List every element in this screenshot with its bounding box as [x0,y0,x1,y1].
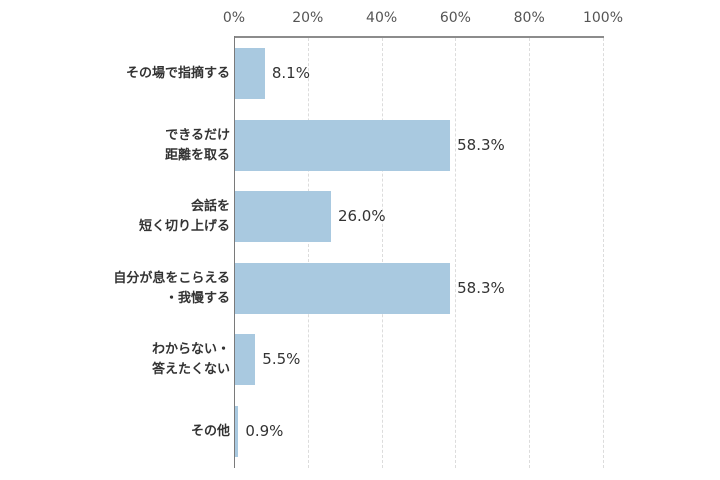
category-label: その場で指摘する [125,65,230,81]
bar [235,406,239,457]
x-tick-label: 40% [366,10,398,26]
x-tick-label: 20% [292,10,324,26]
x-tick-label: 0% [222,10,246,26]
value-label: 26.0% [337,206,386,225]
x-tick-label: 100% [582,10,624,26]
y-axis-line [234,36,235,468]
x-tick-label: 60% [439,10,471,26]
x-axis-line [234,36,604,38]
gridline [381,38,383,468]
gridline [603,38,604,468]
category-label: 会話を 短く切り上げる [138,198,230,234]
bar [235,191,331,242]
value-label: 58.3% [457,278,505,297]
value-label: 5.5% [262,349,301,368]
bar [235,334,256,385]
category-label: 自分が息をこらえる ・我慢する [113,270,230,306]
bar [235,120,451,171]
value-label: 8.1% [271,63,310,82]
bar [235,48,265,99]
x-tick-label: 80% [513,10,545,26]
category-label: できるだけ 距離を取る [164,127,230,163]
category-label: わからない・ 答えたくない [151,341,230,377]
value-label: 58.3% [457,135,505,154]
gridline [529,38,531,468]
gridline [307,38,309,468]
category-label: その他 [190,423,230,439]
bar [235,263,451,314]
gridline [455,38,457,468]
value-label: 0.9% [245,421,284,440]
